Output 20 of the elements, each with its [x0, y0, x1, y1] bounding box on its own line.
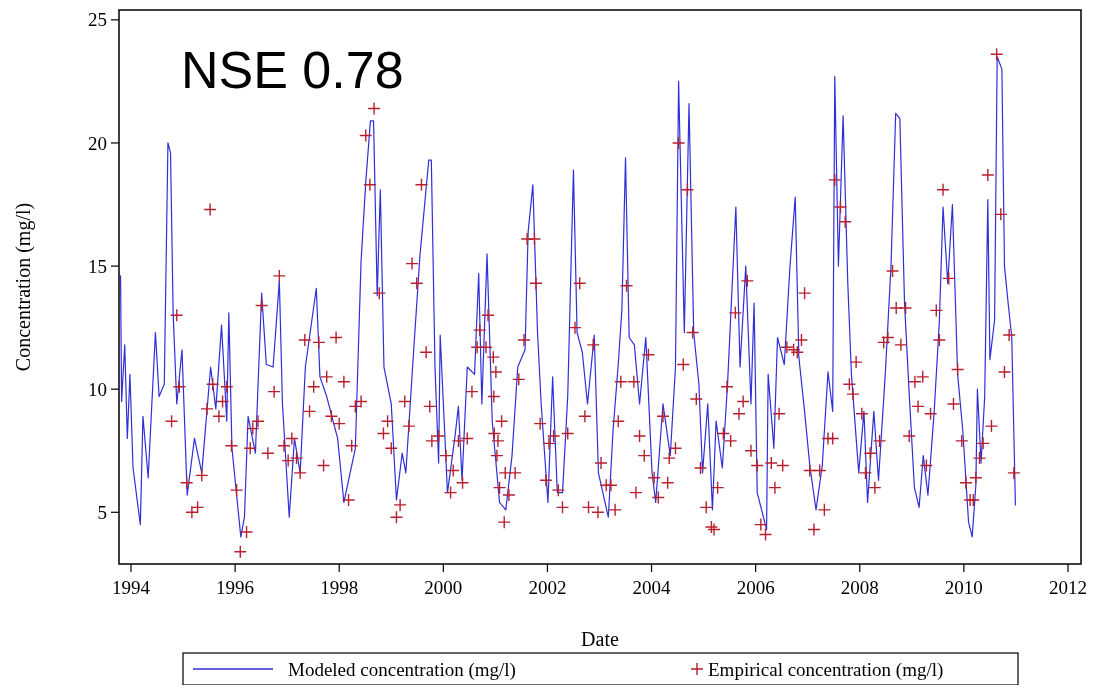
y-tick-label: 15: [88, 255, 107, 277]
legend-label: Modeled concentration (mg/l): [288, 659, 516, 681]
x-tick-label: 2000: [424, 577, 463, 598]
x-tick-label: 2002: [528, 577, 567, 598]
x-tick-label: 1998: [320, 577, 359, 598]
y-tick-label: 10: [88, 378, 107, 400]
y-tick-label: 25: [88, 9, 107, 31]
annotation: NSE 0.78: [181, 41, 404, 99]
x-tick-label: 2008: [840, 577, 879, 598]
x-tick-label: 2012: [1048, 577, 1087, 598]
y-axis-title: Concentration (mg/l): [12, 202, 35, 372]
y-tick-label: 20: [88, 132, 107, 154]
x-axis-title: Date: [581, 628, 619, 650]
x-tick-label: 2004: [632, 577, 672, 598]
x-tick-label: 1996: [216, 577, 255, 598]
y-tick-label: 5: [97, 501, 107, 523]
x-tick-label: 1994: [111, 577, 151, 598]
x-tick-label: 2010: [944, 577, 983, 598]
legend-label: Empirical concentration (mg/l): [708, 659, 944, 681]
x-tick-label: 2006: [736, 577, 775, 598]
